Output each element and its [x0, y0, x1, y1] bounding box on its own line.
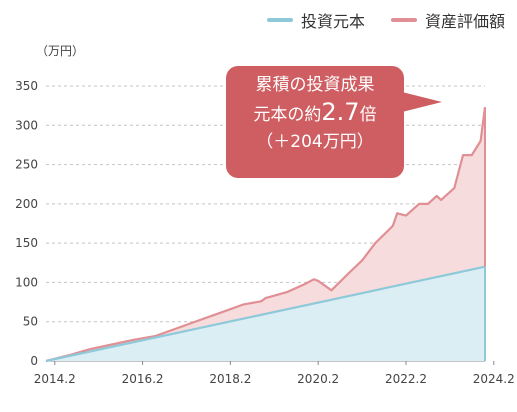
legend-label-principal: 投資元本: [300, 12, 365, 31]
y-axis-ticks: 0 50 100 150 200 250 300 350: [15, 79, 38, 368]
legend-item-valuation: 資産評価額: [390, 8, 505, 32]
callout-multiplier: 2.7: [321, 98, 360, 126]
x-tick-label-2024.2: 2024.2: [473, 372, 515, 386]
callout-line-2-post: 倍: [359, 105, 377, 125]
legend-swatch-valuation: [390, 18, 417, 22]
y-tick-label-0: 0: [30, 354, 38, 368]
y-tick-label-200: 200: [15, 197, 38, 211]
y-tick-label-300: 300: [15, 118, 38, 132]
x-tick-label-2016.2: 2016.2: [122, 372, 164, 386]
y-tick-label-100: 100: [15, 275, 38, 289]
x-tick-label-2020.2: 2020.2: [297, 372, 339, 386]
callout-line-1: 累積の投資成果: [255, 75, 375, 95]
annotation-callout: 累積の投資成果 元本の約2.7倍 （＋204万円）: [226, 66, 404, 178]
y-tick-label-250: 250: [15, 158, 38, 172]
y-tick-label-50: 50: [23, 315, 38, 329]
y-axis-unit-label: （万円）: [36, 44, 85, 58]
legend-label-valuation: 資産評価額: [424, 12, 505, 31]
legend-swatch-principal: [266, 18, 293, 22]
callout-tail: [402, 92, 442, 112]
legend-item-principal: 投資元本: [266, 8, 365, 32]
y-tick-label-350: 350: [15, 79, 38, 93]
areas: [45, 107, 487, 363]
line-valuation: [45, 107, 487, 363]
y-tick-label-150: 150: [15, 236, 38, 250]
callout-line-2: 元本の約2.7倍: [226, 99, 404, 129]
callout-line-3: （＋204万円）: [256, 132, 374, 152]
x-tick-label-2018.2: 2018.2: [209, 372, 251, 386]
x-axis-ticks: 2014.2 2016.2 2018.2 2020.2 2022.2 2024.2: [34, 361, 515, 386]
x-tick-label-2014.2: 2014.2: [34, 372, 76, 386]
legend: 投資元本 資産評価額: [266, 8, 505, 32]
callout-line-2-pre: 元本の約: [253, 105, 322, 125]
line-principal: [45, 265, 486, 363]
x-tick-label-2022.2: 2022.2: [385, 372, 427, 386]
